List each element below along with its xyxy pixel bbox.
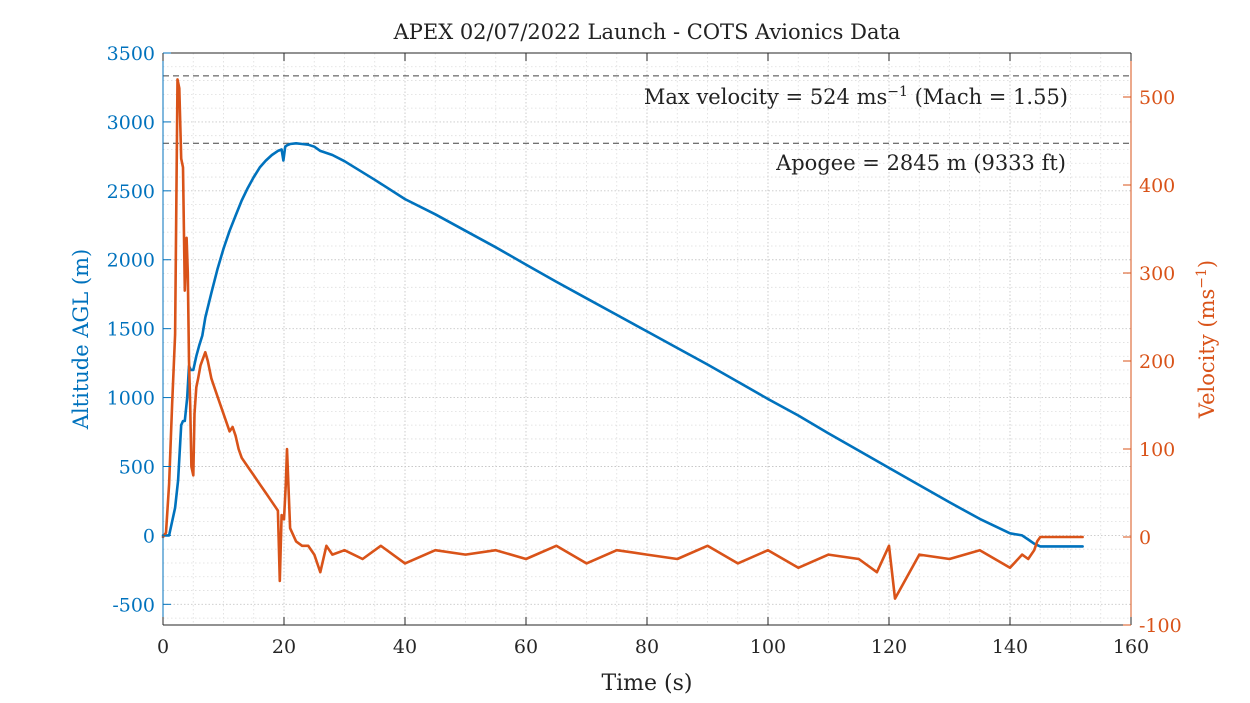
y-left-tick-label: -500 [112,594,155,616]
x-tick-label: 0 [157,636,169,658]
y-left-tick-label: 1000 [107,388,155,410]
velocity-line [161,78,1084,600]
y-right-tick-label: 200 [1139,351,1175,373]
y-axis-label-right-text: Velocity (ms [1195,289,1219,419]
y-axis-label-right-exponent: −1 [1194,268,1210,289]
y-right-tick-label: -100 [1139,615,1182,637]
y-axis-label-right-close: ) [1195,260,1219,268]
y-right-tick-label: 0 [1139,527,1151,549]
y-axis-label-right: Velocity (ms−1) [1194,260,1219,419]
altitude-line [161,142,1084,548]
reference-lines [163,75,1131,144]
x-tick-label: 80 [635,636,659,658]
y-axis-label-left: Altitude AGL (m) [69,249,93,430]
max-velocity-annotation: Max velocity = 524 ms−1 (Mach = 1.55) [644,84,1068,109]
x-tick-label: 40 [393,636,417,658]
x-tick-label: 120 [871,636,907,658]
y-right-tick-label: 300 [1139,263,1175,285]
y-left-tick-label: 2000 [107,250,155,272]
y-right-tick-label: 500 [1139,87,1175,109]
axes-layer [162,52,1132,626]
y-right-tick-label: 100 [1139,439,1175,461]
y-left-tick-label: 2500 [107,181,155,203]
y-left-tick-label: 3000 [107,112,155,134]
x-tick-label: 20 [272,636,296,658]
y-right-tick-label: 400 [1139,175,1175,197]
series-layer [161,78,1084,600]
x-tick-label: 160 [1113,636,1149,658]
y-left-tick-label: 1500 [107,319,155,341]
x-tick-label: 60 [514,636,538,658]
x-axis-label: Time (s) [601,671,692,696]
y-left-tick-label: 0 [143,525,155,547]
apogee-annotation: Apogee = 2845 m (9333 ft) [775,151,1066,175]
max-velocity-text: Max velocity = 524 ms [644,85,887,109]
x-tick-label: 140 [992,636,1028,658]
grid-layer [162,52,1132,625]
x-tick-label: 100 [750,636,786,658]
max-velocity-exponent: −1 [887,84,908,100]
chart-title: APEX 02/07/2022 Launch - COTS Avionics D… [393,20,901,44]
tick-labels: 0 20 40 60 80 100 120 140 160-500050010001500200… [107,43,1182,658]
y-left-tick-label: 3500 [107,43,155,65]
y-left-tick-label: 500 [119,456,155,478]
max-velocity-mach: (Mach = 1.55) [908,85,1068,109]
